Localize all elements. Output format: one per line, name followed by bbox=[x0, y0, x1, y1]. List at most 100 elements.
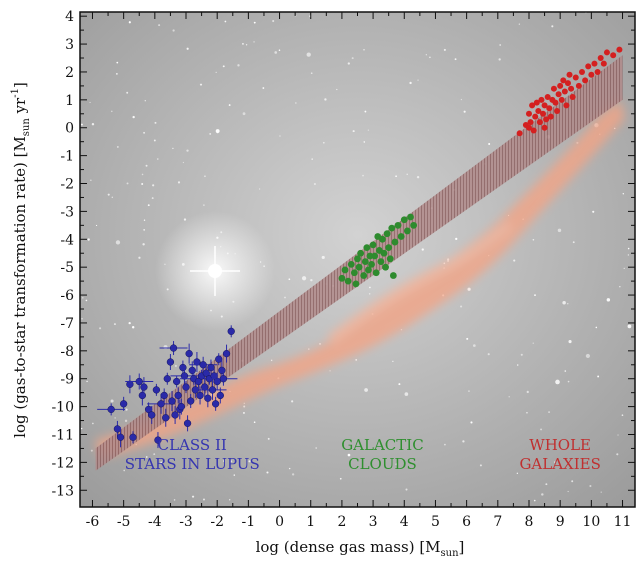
data-point bbox=[552, 99, 559, 106]
data-point bbox=[538, 96, 545, 103]
data-point bbox=[215, 353, 223, 366]
data-point bbox=[182, 381, 190, 394]
data-point bbox=[588, 71, 595, 78]
annotation-label: WHOLE GALAXIES bbox=[519, 436, 600, 473]
data-point bbox=[385, 244, 393, 252]
x-tick-label: 10 bbox=[582, 514, 600, 530]
y-tick-label: -5 bbox=[60, 260, 74, 276]
y-tick-label: -6 bbox=[60, 288, 74, 304]
data-point bbox=[558, 96, 565, 103]
data-point bbox=[162, 408, 170, 427]
y-tick-label: -10 bbox=[51, 400, 74, 416]
x-axis-title: log (dense gas mass) [Msun] bbox=[256, 538, 465, 559]
data-point bbox=[582, 77, 589, 84]
data-point bbox=[561, 88, 568, 95]
data-point bbox=[148, 405, 156, 424]
y-tick-label: -9 bbox=[60, 372, 74, 388]
y-tick-label: -12 bbox=[51, 455, 74, 471]
annotation-label: GALACTIC CLOUDS bbox=[341, 436, 424, 473]
y-tick-label: 2 bbox=[65, 65, 74, 81]
data-point bbox=[533, 99, 540, 106]
x-tick-label: 8 bbox=[525, 514, 534, 530]
data-point bbox=[357, 249, 365, 257]
x-tick-label: 7 bbox=[493, 514, 502, 530]
x-tick-label: 3 bbox=[369, 514, 378, 530]
data-point bbox=[525, 110, 532, 117]
data-point bbox=[216, 387, 224, 404]
data-point bbox=[120, 396, 128, 411]
data-point bbox=[575, 82, 582, 89]
x-tick-label: -4 bbox=[148, 514, 162, 530]
data-point bbox=[97, 403, 126, 416]
data-point bbox=[594, 68, 601, 75]
data-point bbox=[382, 263, 389, 271]
data-point bbox=[185, 343, 193, 364]
annotations-layer: CLASS II STARS IN LUPUS GALACTIC CLOUDS WHOL… bbox=[125, 436, 601, 473]
data-point bbox=[585, 63, 592, 70]
data-point bbox=[527, 119, 534, 126]
data-point bbox=[338, 274, 346, 282]
data-point bbox=[536, 119, 543, 126]
data-point bbox=[171, 405, 179, 424]
x-tick-label: 6 bbox=[462, 514, 471, 530]
data-point bbox=[550, 85, 557, 92]
data-point bbox=[379, 235, 386, 243]
data-point bbox=[543, 116, 550, 123]
y-tick-label: -2 bbox=[60, 177, 74, 193]
data-point bbox=[174, 387, 182, 404]
x-tick-label: -6 bbox=[86, 514, 100, 530]
data-point bbox=[377, 258, 385, 265]
data-point bbox=[344, 277, 352, 285]
data-point bbox=[177, 398, 185, 415]
data-point bbox=[354, 255, 361, 263]
data-point bbox=[572, 74, 579, 81]
data-point bbox=[369, 241, 377, 249]
x-tick-label: -3 bbox=[179, 514, 193, 530]
data-point bbox=[168, 391, 176, 412]
axis-ticks: -6 -5 -4 -3 -2 -1 0 1 2 3 4 5 6 7 8 9 10 1143210-1-2-3-4-… bbox=[51, 9, 635, 530]
annotation-label: CLASS II STARS IN LUPUS bbox=[125, 436, 260, 473]
data-point bbox=[529, 102, 536, 109]
data-point bbox=[410, 221, 418, 229]
data-point bbox=[213, 372, 221, 391]
data-point bbox=[566, 71, 573, 78]
data-point bbox=[363, 244, 371, 252]
x-tick-label: 0 bbox=[275, 514, 284, 530]
data-point bbox=[388, 224, 396, 232]
data-point bbox=[201, 377, 209, 398]
y-tick-label: 1 bbox=[65, 93, 74, 109]
y-tick-label: -13 bbox=[51, 483, 74, 499]
data-point bbox=[407, 213, 414, 221]
data-point bbox=[163, 372, 171, 385]
data-point bbox=[204, 389, 212, 408]
data-point bbox=[564, 80, 571, 87]
data-point bbox=[557, 82, 564, 89]
data-point bbox=[569, 94, 576, 101]
trend-band bbox=[95, 55, 623, 471]
data-point bbox=[350, 269, 358, 277]
y-tick-label: 4 bbox=[65, 9, 74, 25]
y-axis-title: log (gas-to-star transformation rate) [M… bbox=[10, 82, 32, 438]
x-tick-label: 1 bbox=[306, 514, 315, 530]
data-point bbox=[209, 371, 238, 386]
data-point bbox=[160, 388, 168, 403]
data-point bbox=[187, 394, 195, 409]
data-point bbox=[360, 272, 368, 279]
x-tick-label: -2 bbox=[210, 514, 224, 530]
data-point bbox=[616, 46, 623, 53]
data-point bbox=[391, 238, 399, 246]
data-point bbox=[368, 260, 375, 268]
data-point bbox=[347, 260, 355, 268]
data-point bbox=[222, 344, 231, 363]
x-tick-label: 2 bbox=[337, 514, 346, 530]
data-point bbox=[535, 108, 542, 114]
data-point bbox=[126, 375, 134, 394]
data-point bbox=[372, 269, 380, 277]
data-point bbox=[189, 356, 218, 373]
y-tick-label: -7 bbox=[60, 316, 74, 332]
data-point bbox=[389, 272, 397, 279]
data-point bbox=[125, 373, 154, 390]
data-point bbox=[198, 379, 227, 400]
data-point bbox=[193, 351, 201, 372]
